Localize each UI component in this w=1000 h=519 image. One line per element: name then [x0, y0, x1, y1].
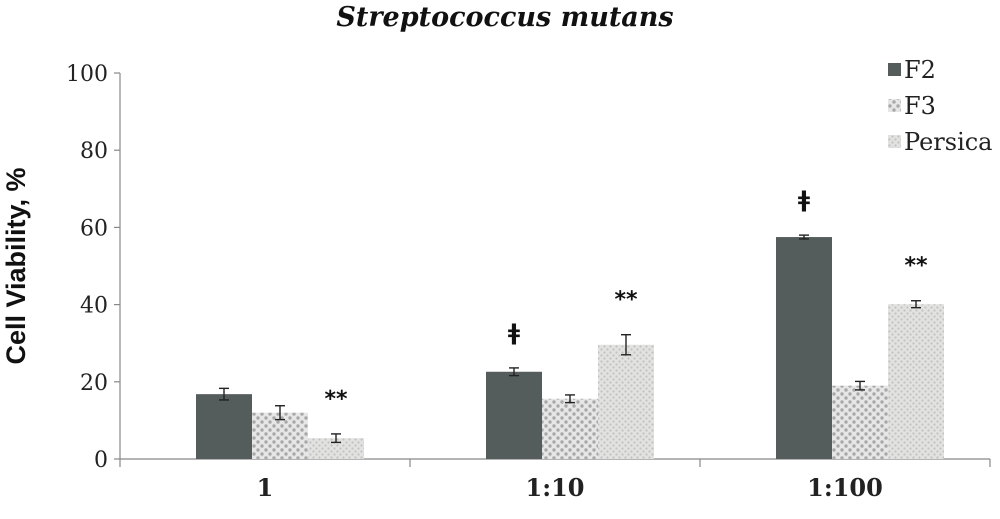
y-axis-label: Cell Viability, % — [1, 167, 31, 364]
annotation-label: ǂ — [508, 321, 520, 346]
y-tick-label: 20 — [80, 371, 108, 396]
y-tick-label: 40 — [80, 294, 108, 319]
y-tick-label: 0 — [94, 448, 108, 473]
bar-persica-1-10 — [598, 344, 654, 459]
error-bars — [219, 234, 921, 444]
annotation-label: ** — [614, 288, 638, 313]
annotation-label: ** — [904, 254, 928, 279]
y-tick-label: 60 — [80, 216, 108, 241]
y-tick-label: 80 — [80, 139, 108, 164]
bar-f3-1-100 — [832, 385, 888, 459]
bar-f3-1 — [252, 412, 308, 459]
bar-f2-1 — [196, 394, 252, 459]
annotation-label: ǂ — [798, 188, 810, 213]
x-axis: 1 1:10 1:100 — [119, 458, 991, 502]
bar-persica-1-100 — [888, 304, 944, 459]
x-tick-label: 1 — [257, 473, 274, 502]
bar-f3-1-10 — [542, 398, 598, 459]
legend-label-f3: F3 — [904, 92, 936, 120]
x-tick-label: 1:100 — [807, 473, 883, 502]
legend-label-persica: Persica — [904, 128, 993, 156]
y-tick-label: 100 — [66, 62, 108, 87]
legend-swatch-f2 — [888, 63, 901, 76]
legend-swatch-f3 — [888, 99, 901, 112]
legend-label-f2: F2 — [904, 56, 936, 84]
bar-persica-1 — [308, 438, 364, 459]
legend: F2 F3 Persica — [888, 56, 993, 156]
chart-title: Streptococcus mutans — [336, 2, 673, 33]
legend-swatch-persica — [888, 135, 901, 148]
y-axis: 0 20 40 60 80 100 — [66, 62, 121, 473]
bars — [196, 237, 944, 459]
annotation-label: ** — [324, 387, 348, 412]
bar-f2-1-10 — [486, 371, 542, 459]
bar-f2-1-100 — [776, 237, 832, 459]
x-tick-label: 1:10 — [526, 473, 585, 502]
annotations: ** ǂ ** ǂ ** — [324, 188, 928, 412]
